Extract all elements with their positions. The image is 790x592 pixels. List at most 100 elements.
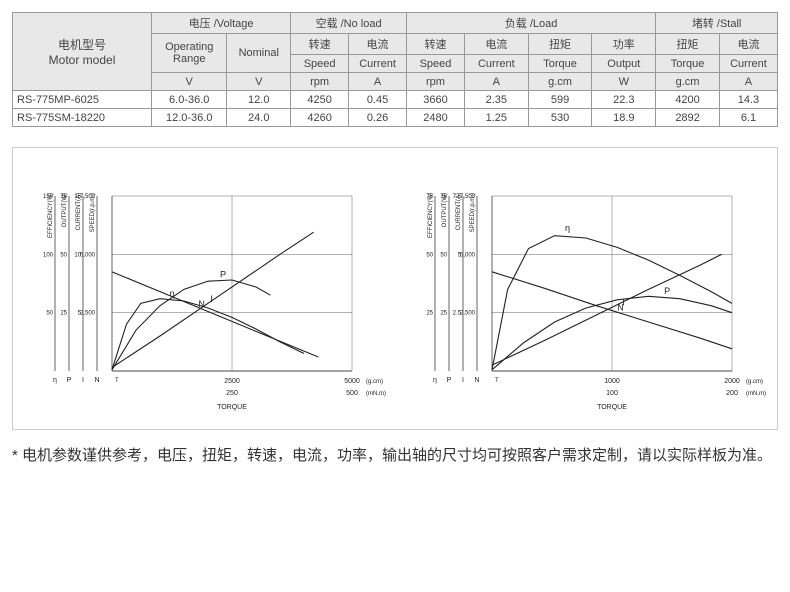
unit-rpm2: rpm <box>407 73 465 91</box>
svg-text:2,500: 2,500 <box>80 311 96 317</box>
l-speed-cn: 转速 <box>407 34 465 55</box>
cell-l_cur: 2.35 <box>464 91 528 109</box>
footnote: * 电机参数谨供参考，电压，扭矩，转速，电流，功率，输出轴的尺寸均可按照客户需求… <box>12 444 778 468</box>
svg-text:7,500: 7,500 <box>80 194 96 200</box>
spec-table: 电机型号 Motor model 电压 /Voltage 空载 /No load… <box>12 12 778 127</box>
svg-text:5000: 5000 <box>344 378 360 385</box>
cell-l_torque: 530 <box>528 109 592 127</box>
unit-rpm1: rpm <box>291 73 349 91</box>
cell-l_torque: 599 <box>528 91 592 109</box>
svg-text:100: 100 <box>43 252 54 258</box>
svg-text:η: η <box>53 377 57 384</box>
svg-text:(mN.m): (mN.m) <box>746 391 766 397</box>
cell-nl_speed: 4260 <box>291 109 349 127</box>
unit-gcm1: g.cm <box>528 73 592 91</box>
operating-range-header: Operating Range <box>152 34 227 73</box>
unit-v2: V <box>227 73 291 91</box>
unit-a1: A <box>349 73 407 91</box>
svg-text:50: 50 <box>440 252 447 258</box>
svg-text:5,000: 5,000 <box>80 252 96 258</box>
svg-text:N: N <box>94 377 99 384</box>
cell-s_cur: 6.1 <box>719 109 777 127</box>
svg-text:I: I <box>462 377 464 384</box>
svg-text:TORQUE: TORQUE <box>217 404 247 411</box>
l-torque-cn: 扭矩 <box>528 34 592 55</box>
unit-gcm2: g.cm <box>656 73 720 91</box>
cell-s_torque: 2892 <box>656 109 720 127</box>
svg-text:(g.cm): (g.cm) <box>746 379 763 385</box>
cell-l_speed: 2480 <box>407 109 465 127</box>
svg-text:P: P <box>220 270 226 280</box>
svg-text:25: 25 <box>60 311 67 317</box>
cell-s_cur: 14.3 <box>719 91 777 109</box>
charts-panel: EFFICIENCY(%)50100150ηOUTPUT(W)255075PCU… <box>12 147 778 430</box>
svg-text:P: P <box>447 377 452 384</box>
svg-text:I: I <box>622 298 625 308</box>
nl-speed-en: Speed <box>291 55 349 73</box>
cell-l_speed: 3660 <box>407 91 465 109</box>
svg-text:50: 50 <box>426 252 433 258</box>
svg-text:T: T <box>495 378 499 384</box>
svg-text:250: 250 <box>226 390 238 397</box>
load-header: 负载 /Load <box>407 13 656 34</box>
l-torque-en: Torque <box>528 55 592 73</box>
s-current-cn: 电流 <box>719 34 777 55</box>
cell-l_out: 22.3 <box>592 91 656 109</box>
s-torque-cn: 扭矩 <box>656 34 720 55</box>
unit-v1: V <box>152 73 227 91</box>
cell-range: 12.0-36.0 <box>152 109 227 127</box>
nl-current-en: Current <box>349 55 407 73</box>
svg-text:100: 100 <box>606 390 618 397</box>
cell-model: RS-775SM-18220 <box>13 109 152 127</box>
svg-text:I: I <box>210 294 213 304</box>
noload-header: 空载 /No load <box>291 13 407 34</box>
svg-text:T: T <box>115 378 119 384</box>
cell-l_cur: 1.25 <box>464 109 528 127</box>
unit-a3: A <box>719 73 777 91</box>
s-current-en: Current <box>719 55 777 73</box>
chart-right: EFFICIENCY(%)255075ηOUTPUT(W)255075PCURR… <box>397 156 767 421</box>
nominal-header: Nominal <box>227 34 291 73</box>
nl-current-cn: 电流 <box>349 34 407 55</box>
cell-s_torque: 4200 <box>656 91 720 109</box>
svg-text:7,500: 7,500 <box>460 194 476 200</box>
cell-l_out: 18.9 <box>592 109 656 127</box>
svg-text:N: N <box>198 299 205 309</box>
svg-text:(mN.m): (mN.m) <box>366 391 386 397</box>
svg-text:2,500: 2,500 <box>460 311 476 317</box>
svg-text:50: 50 <box>60 252 67 258</box>
svg-text:(g.cm): (g.cm) <box>366 379 383 385</box>
model-header-en: Motor model <box>49 53 116 67</box>
unit-a2: A <box>464 73 528 91</box>
cell-nominal: 12.0 <box>227 91 291 109</box>
svg-text:75: 75 <box>60 194 67 200</box>
svg-text:75: 75 <box>426 194 433 200</box>
svg-text:200: 200 <box>726 390 738 397</box>
l-current-cn: 电流 <box>464 34 528 55</box>
svg-text:5,000: 5,000 <box>460 252 476 258</box>
voltage-header: 电压 /Voltage <box>152 13 291 34</box>
cell-range: 6.0-36.0 <box>152 91 227 109</box>
table-row: RS-775SM-1822012.0-36.024.042600.2624801… <box>13 109 778 127</box>
svg-text:η: η <box>565 223 570 233</box>
svg-text:150: 150 <box>43 194 54 200</box>
stall-header: 堵转 /Stall <box>656 13 778 34</box>
svg-text:η: η <box>433 377 437 384</box>
nl-speed-cn: 转速 <box>291 34 349 55</box>
svg-text:2500: 2500 <box>224 378 240 385</box>
svg-text:500: 500 <box>346 390 358 397</box>
l-speed-en: Speed <box>407 55 465 73</box>
svg-text:2000: 2000 <box>724 378 740 385</box>
svg-text:N: N <box>474 377 479 384</box>
table-row: RS-775MP-60256.0-36.012.042500.4536602.3… <box>13 91 778 109</box>
cell-nl_cur: 0.26 <box>349 109 407 127</box>
chart-left: EFFICIENCY(%)50100150ηOUTPUT(W)255075PCU… <box>17 156 387 421</box>
model-header-cn: 电机型号 <box>58 38 106 52</box>
svg-text:50: 50 <box>46 311 53 317</box>
l-output-en: Output <box>592 55 656 73</box>
l-current-en: Current <box>464 55 528 73</box>
svg-text:η: η <box>170 288 175 298</box>
svg-text:25: 25 <box>426 311 433 317</box>
cell-model: RS-775MP-6025 <box>13 91 152 109</box>
unit-w: W <box>592 73 656 91</box>
